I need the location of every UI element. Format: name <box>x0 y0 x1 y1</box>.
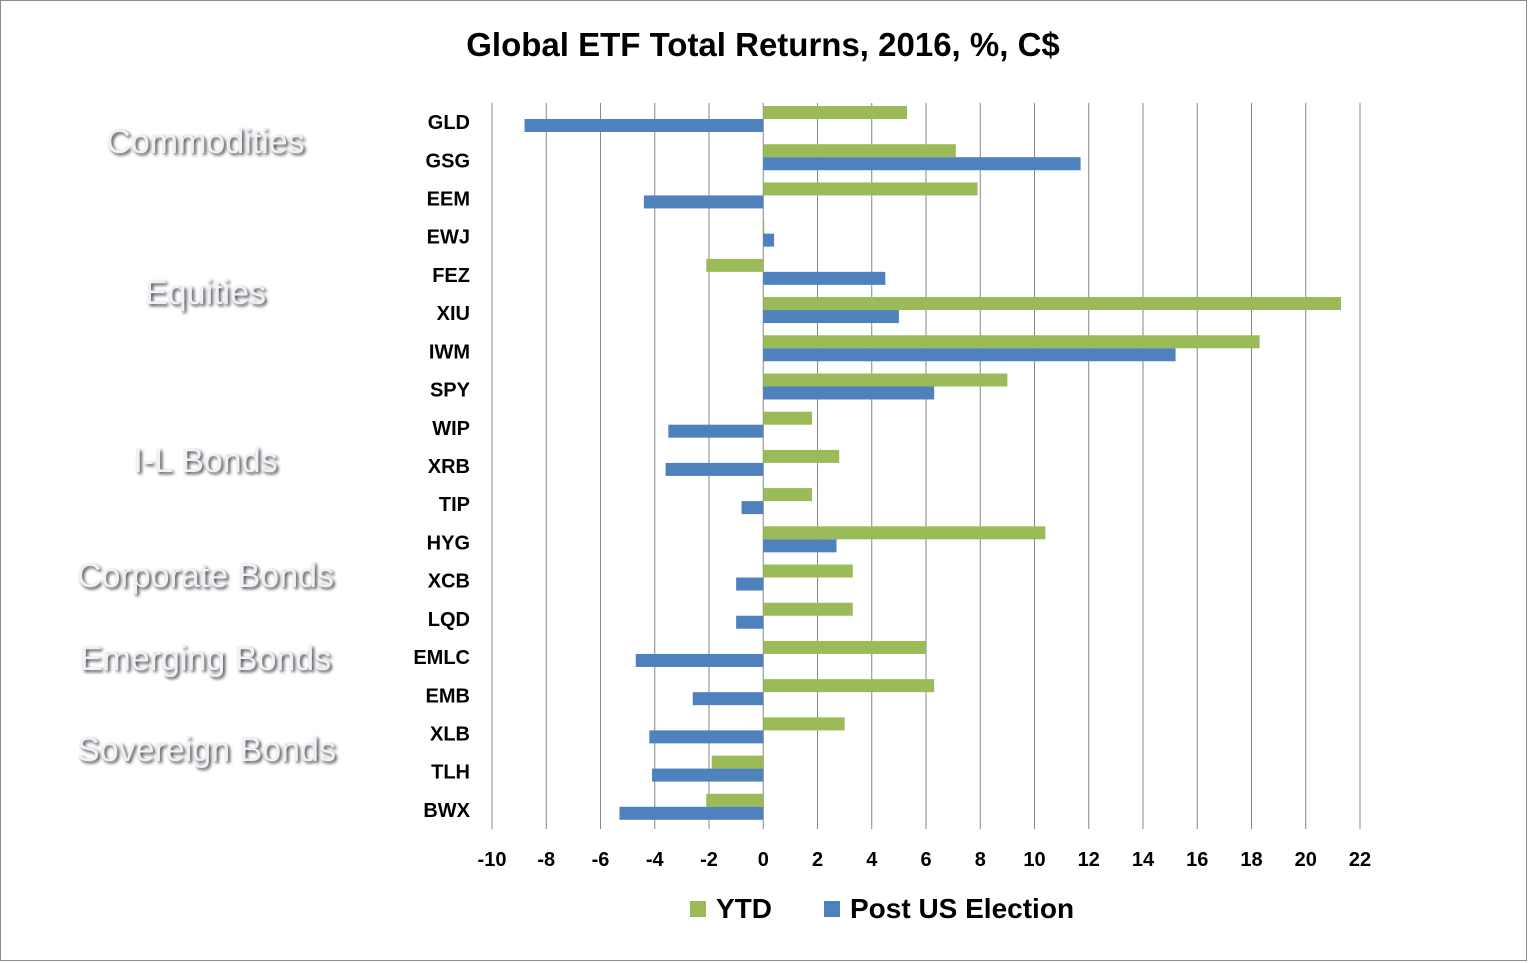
group-equities: Equities <box>33 182 378 404</box>
bar-xcb-ytd <box>763 564 853 578</box>
bar-xiu-ytd <box>763 297 1342 311</box>
bar-spy-ytd <box>763 373 1008 387</box>
bar-emlc-post-election <box>635 653 764 667</box>
category-label: EEM <box>427 189 470 211</box>
x-tick-label: 0 <box>758 849 769 871</box>
bar-emb-ytd <box>763 679 935 693</box>
bar-xrb-post-election <box>665 462 764 476</box>
x-tick-label: 18 <box>1240 849 1262 871</box>
x-tick-label: -8 <box>537 849 555 871</box>
bar-wip-post-election <box>668 424 764 438</box>
gridlines <box>491 103 1361 829</box>
bar-gld-ytd <box>763 106 908 119</box>
category-label: TLH <box>431 762 470 784</box>
bar-ewj-post-election <box>763 233 775 247</box>
x-tick-label: 16 <box>1186 849 1208 871</box>
bar-xiu-post-election <box>763 310 899 324</box>
bar-xcb-post-election <box>736 577 764 591</box>
bar-tlh-post-election <box>652 768 764 782</box>
category-labels: GLD GSG EEM EWJ FEZ XIU IWM SPY WIP XRB TIP HYG XCB L… <box>413 112 470 822</box>
group-sovereign-bonds-label: Sovereign Bonds <box>77 731 336 769</box>
bar-iwm-post-election <box>763 348 1176 362</box>
group-il-bonds: I-L Bonds <box>33 404 378 518</box>
category-label: TIP <box>439 494 470 516</box>
group-emerging-bonds: Emerging Bonds <box>33 636 378 718</box>
x-tick-label: 22 <box>1349 849 1371 871</box>
x-tick-label: -6 <box>592 849 610 871</box>
x-tick-labels: -10 -8 -6 -4 -2 0 2 4 6 8 10 12 14 16 18 20 22 <box>478 849 1372 871</box>
legend-item-ytd: YTD <box>690 893 772 925</box>
x-tick-label: -2 <box>700 849 718 871</box>
category-label: BWX <box>423 800 470 822</box>
bar-eem-ytd <box>763 182 978 196</box>
group-commodities: Commodities <box>33 104 378 181</box>
bar-bwx-ytd <box>706 793 764 807</box>
category-label: LQD <box>428 609 470 631</box>
category-label: XRB <box>428 456 470 478</box>
bar-bwx-post-election <box>619 806 764 820</box>
bar-fez-post-election <box>763 271 886 285</box>
bar-tip-post-election <box>741 501 764 515</box>
legend: YTD Post US Election <box>690 893 1126 925</box>
category-label: IWM <box>429 341 470 363</box>
bar-tip-ytd <box>763 488 813 502</box>
category-label: XLB <box>430 723 470 745</box>
group-corporate-bonds: Corporate Bonds <box>33 518 378 635</box>
x-tick-label: 6 <box>920 849 931 871</box>
bar-gsg-post-election <box>763 157 1081 171</box>
x-tick-label: 10 <box>1023 849 1045 871</box>
bar-xlb-post-election <box>649 730 764 744</box>
bar-ewj-ytd <box>763 220 765 234</box>
bar-xrb-ytd <box>763 449 840 463</box>
x-tick-label: 14 <box>1132 849 1155 871</box>
category-label: EMLC <box>413 647 470 669</box>
category-label: WIP <box>432 418 470 440</box>
legend-swatch-post-election <box>824 901 840 917</box>
bar-emb-post-election <box>692 692 764 706</box>
x-tick-label: -4 <box>646 849 665 871</box>
group-emerging-bonds-label: Emerging Bonds <box>79 640 332 678</box>
group-il-bonds-label: I-L Bonds <box>133 441 278 480</box>
legend-label-post-election: Post US Election <box>850 893 1075 924</box>
bar-gsg-ytd <box>763 144 956 158</box>
category-label: GSG <box>426 150 470 172</box>
category-label: HYG <box>427 532 470 554</box>
x-tick-label: -10 <box>478 849 507 871</box>
bar-eem-post-election <box>643 195 764 209</box>
bars <box>524 106 1342 820</box>
bar-xlb-ytd <box>763 717 845 731</box>
bar-iwm-ytd <box>763 335 1260 349</box>
group-commodities-label: Commodities <box>106 123 305 161</box>
category-label: EWJ <box>427 227 470 249</box>
bar-hyg-post-election <box>763 539 837 553</box>
bar-tlh-ytd <box>711 755 764 769</box>
x-tick-label: 8 <box>975 849 986 871</box>
bar-emlc-ytd <box>763 640 926 654</box>
chart-title: Global ETF Total Returns, 2016, %, C$ <box>466 26 1060 63</box>
category-label: GLD <box>428 112 470 134</box>
bar-spy-post-election <box>763 386 935 400</box>
group-equities-label: Equities <box>145 273 266 312</box>
x-tick-label: 4 <box>866 849 878 871</box>
bar-lqd-post-election <box>736 615 764 629</box>
category-label: XIU <box>437 303 470 325</box>
category-label: XCB <box>428 571 470 593</box>
legend-swatch-ytd <box>690 901 706 917</box>
bar-fez-ytd <box>706 258 764 272</box>
bar-lqd-ytd <box>763 602 853 616</box>
category-label: SPY <box>430 380 471 402</box>
bar-gld-post-election <box>524 119 764 132</box>
group-corporate-bonds-label: Corporate Bonds <box>76 557 335 595</box>
group-sovereign-bonds: Sovereign Bonds <box>35 719 378 817</box>
bar-wip-ytd <box>763 411 813 425</box>
x-tick-label: 12 <box>1078 849 1100 871</box>
category-label: EMB <box>426 685 470 707</box>
legend-item-post-election: Post US Election <box>824 893 1074 925</box>
legend-label-ytd: YTD <box>716 893 772 924</box>
x-tick-label: 2 <box>812 849 823 871</box>
category-label: FEZ <box>432 265 470 287</box>
x-tick-label: 20 <box>1295 849 1317 871</box>
bar-hyg-ytd <box>763 526 1046 540</box>
